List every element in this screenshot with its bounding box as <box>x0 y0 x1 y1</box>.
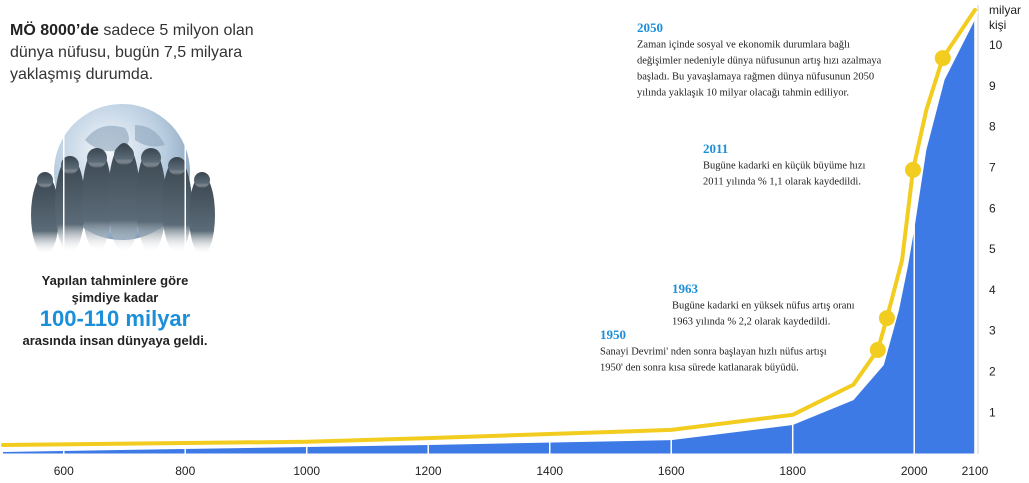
y-tick-label: 7 <box>989 160 996 174</box>
y-tick-label: 10 <box>989 38 1003 52</box>
x-tick-label: 1800 <box>779 464 806 478</box>
area <box>3 19 975 454</box>
intro-bold: MÖ 8000’de <box>10 22 99 39</box>
y-tick-label: 2 <box>989 365 996 379</box>
annotation-label: 2050 <box>637 20 663 35</box>
annotation-marker <box>934 50 951 67</box>
y-tick-label: 6 <box>989 201 996 215</box>
plot: 600 800 1000 1200 1400 1600 1800 2000 2100 1 2 3 4 5 6… <box>1 3 1021 478</box>
annotation-marker <box>878 310 895 327</box>
annotation-text: değişimler nedeniyle dünya nüfusunun art… <box>637 55 882 66</box>
y-tick-label: 1 <box>989 405 996 419</box>
x-tick-label: 1600 <box>658 464 685 478</box>
annotation-marker <box>869 341 886 358</box>
x-tick-label: 1000 <box>293 464 320 478</box>
annotation-label: 1950 <box>600 327 626 342</box>
y-tick-label: 9 <box>989 79 996 93</box>
annotation-label: 2011 <box>703 141 728 156</box>
y-tick-label: 5 <box>989 242 996 256</box>
y-tick-label: 8 <box>989 120 996 134</box>
intro-text: MÖ 8000’de sadece 5 milyon olan dünya nü… <box>10 20 260 86</box>
x-tick-label: 1200 <box>415 464 442 478</box>
note-line: şimdiye kadar <box>71 290 159 305</box>
annotation-text: yılında yaklaşık 10 milyar olacağı tahmi… <box>637 87 849 98</box>
annotation-text: 1963 yılında % 2,2 olarak kaydedildi. <box>672 316 830 327</box>
x-tick-label: 1400 <box>536 464 563 478</box>
annotation-marker <box>905 161 921 178</box>
annotation-label: 1963 <box>672 281 699 296</box>
annotation-text: Bugüne kadarki en yüksek nüfus artış ora… <box>672 300 855 311</box>
annotation-text: Bugüne kadarki en küçük büyüme hızı <box>703 160 865 171</box>
note-highlight: 100-110 milyar <box>39 306 191 331</box>
x-tick-label: 2000 <box>901 464 928 478</box>
note-line: arasında insan dünyaya geldi. <box>22 333 208 348</box>
y-tick-label: 3 <box>989 324 996 338</box>
annotation-text: 2011 yılında % 1,1 olarak kaydedildi. <box>703 176 861 187</box>
globe-illustration <box>31 104 215 255</box>
y-unit: kişi <box>989 18 1006 32</box>
intro-rest: sadece 5 milyon olan dünya nüfusu, bugün… <box>10 22 254 83</box>
note: Yapılan tahminlere göre şimdiye kadar 10… <box>0 272 230 349</box>
y-tick-label: 4 <box>989 283 996 297</box>
note-line: Yapılan tahminlere göre <box>41 273 189 288</box>
x-tick-label: 2100 <box>962 464 989 478</box>
x-tick-label: 600 <box>54 464 74 478</box>
y-unit: milyar <box>989 3 1021 17</box>
annotation-text: Zaman içinde sosyal ve ekonomik durumlar… <box>637 39 850 50</box>
annotation-text: 1950' den sonra kısa sürede katlanarak b… <box>600 362 799 373</box>
annotation-text: başladı. Bu yavaşlamaya rağmen dünya nüf… <box>637 71 874 82</box>
annotation-text: Sanayi Devrimi' nden sonra başlayan hızl… <box>600 346 827 357</box>
x-tick-label: 800 <box>175 464 195 478</box>
